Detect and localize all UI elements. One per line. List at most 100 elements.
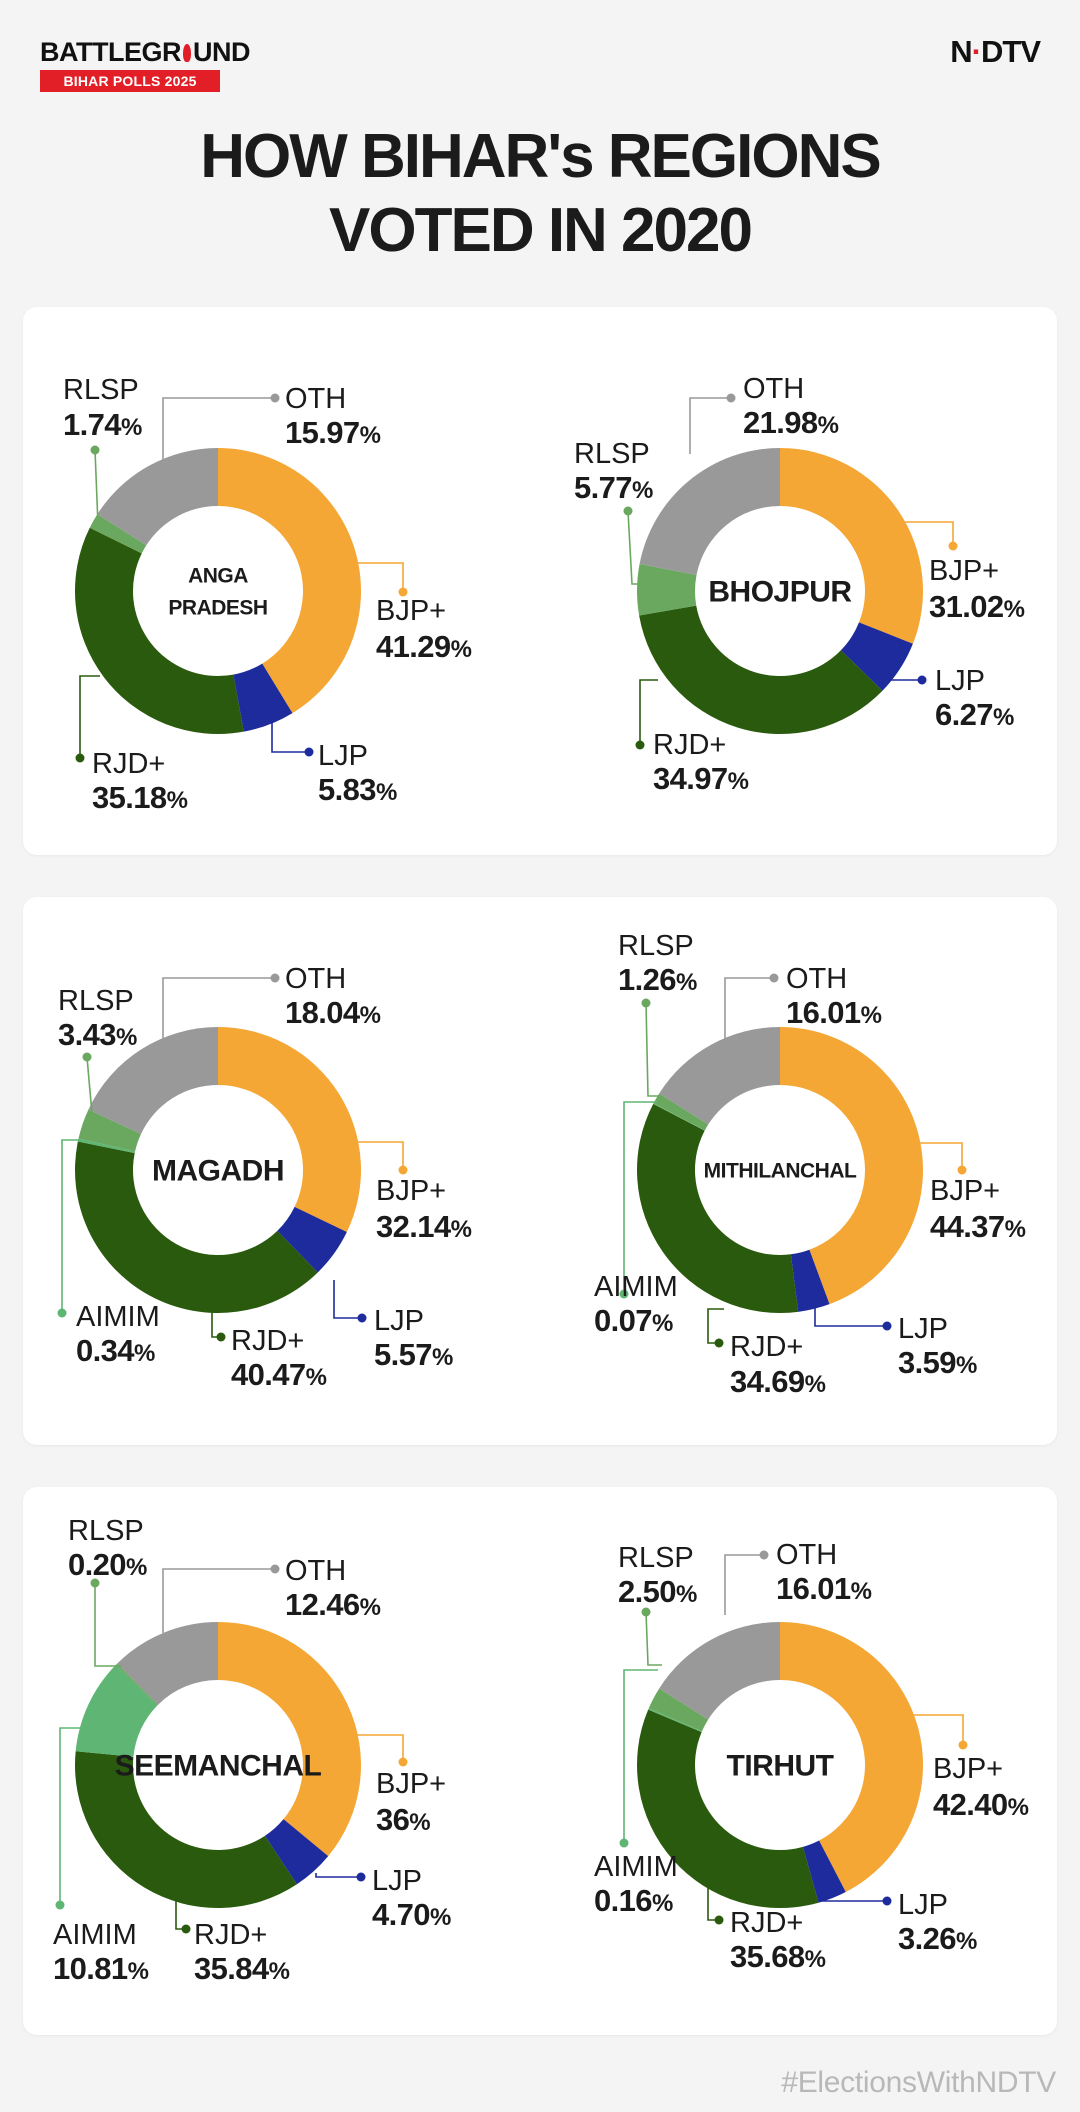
- slice-oth: [659, 1027, 780, 1125]
- donut-chart-mithilanchal: MITHILANCHALBJP+44.37%LJP3.59%RJD+34.69%…: [594, 930, 1026, 1399]
- leader-line: [94, 1583, 122, 1667]
- party-name: BJP+: [929, 555, 999, 587]
- leader-line: [355, 562, 404, 592]
- leader-line: [162, 397, 275, 466]
- leader-line: [79, 675, 100, 758]
- leader-dot: [57, 1308, 67, 1318]
- vote-share-value: 41.29%: [376, 629, 472, 664]
- leader-line: [162, 977, 275, 1040]
- party-name: AIMIM: [594, 1851, 678, 1883]
- leader-dot: [398, 1757, 408, 1767]
- leader-line: [355, 1734, 404, 1762]
- slice-oth: [88, 1027, 218, 1135]
- vote-share-value: 21.98%: [743, 405, 839, 440]
- leader-dot: [882, 1321, 892, 1331]
- vote-share-value: 15.97%: [285, 415, 381, 450]
- slice-ljp: [264, 1819, 329, 1885]
- leader-dot: [304, 747, 314, 757]
- party-name: OTH: [285, 963, 346, 995]
- vote-share-value: 35.68%: [730, 1939, 826, 1974]
- slice-ljp: [277, 1206, 347, 1273]
- chart-center-title: MAGADH: [152, 1155, 284, 1188]
- leader-dot: [398, 587, 408, 597]
- ndtv-logo: N·DTV: [950, 34, 1041, 70]
- vote-share-value: 2.50%: [618, 1574, 697, 1609]
- vote-share-value: 35.84%: [194, 1951, 290, 1986]
- leader-line: [645, 1611, 662, 1666]
- leader-dot: [75, 753, 85, 763]
- vote-share-value: 42.40%: [933, 1787, 1029, 1822]
- party-name: OTH: [285, 1555, 346, 1587]
- party-name: RLSP: [68, 1515, 144, 1547]
- slice-rjd: [74, 1141, 318, 1313]
- party-name: RJD+: [653, 729, 726, 761]
- slice-rjd: [637, 1709, 819, 1908]
- leader-dot: [641, 1607, 651, 1617]
- leader-dot: [357, 1313, 367, 1323]
- slice-bjp: [218, 448, 361, 714]
- vote-share-value: 0.34%: [76, 1333, 155, 1368]
- party-name: RJD+: [194, 1919, 267, 1951]
- party-name: RJD+: [231, 1325, 304, 1357]
- slice-rlsp: [115, 1663, 159, 1706]
- party-name: LJP: [372, 1865, 422, 1897]
- page-title: HOW BIHAR's REGIONS VOTED IN 2020: [0, 120, 1080, 268]
- vote-share-value: 3.59%: [898, 1345, 977, 1380]
- slice-bjp: [218, 1027, 361, 1233]
- leader-dot: [270, 393, 280, 403]
- slice-aimim: [75, 1664, 158, 1757]
- party-name: OTH: [743, 373, 804, 405]
- leader-line: [271, 722, 309, 753]
- leader-dot: [270, 973, 280, 983]
- donut-chart-magadh: MAGADHBJP+32.14%LJP5.57%RJD+40.47%AIMIM0…: [57, 963, 472, 1392]
- label-rjd: RJD+35.68%: [707, 1879, 826, 1974]
- slice-bjp: [780, 448, 924, 644]
- leader-line: [689, 397, 731, 454]
- label-bjp: BJP+44.37%: [910, 1142, 1026, 1244]
- leader-dot: [917, 675, 927, 685]
- party-name: LJP: [374, 1305, 424, 1337]
- slice-oth: [659, 1622, 780, 1720]
- leader-dot: [769, 973, 779, 983]
- party-name: BJP+: [376, 1175, 446, 1207]
- slice-ljp: [233, 663, 293, 732]
- label-bjp: BJP+31.02%: [905, 521, 1025, 624]
- leader-dot: [619, 1838, 629, 1848]
- vote-share-value: 5.57%: [374, 1337, 453, 1372]
- slice-aimim: [77, 1138, 136, 1154]
- label-rjd: RJD+34.97%: [635, 679, 749, 796]
- leader-line: [912, 1714, 964, 1745]
- slice-rjd: [75, 527, 244, 734]
- vote-share-value: 31.02%: [929, 589, 1025, 624]
- leader-dot: [90, 445, 100, 455]
- label-rjd: RJD+40.47%: [211, 1312, 327, 1392]
- slice-rlsp: [637, 564, 697, 616]
- leader-dot: [356, 1872, 366, 1882]
- leader-dot: [882, 1896, 892, 1906]
- party-name: AIMIM: [76, 1301, 160, 1333]
- vote-share-value: 5.83%: [318, 772, 397, 807]
- chart-center-title: SEEMANCHAL: [115, 1750, 322, 1783]
- ballot-mark-icon: [182, 44, 191, 62]
- party-name: RJD+: [92, 748, 165, 780]
- page-title-line-2: VOTED IN 2020: [329, 196, 753, 265]
- vote-share-value: 1.74%: [63, 407, 142, 442]
- party-name: LJP: [898, 1889, 948, 1921]
